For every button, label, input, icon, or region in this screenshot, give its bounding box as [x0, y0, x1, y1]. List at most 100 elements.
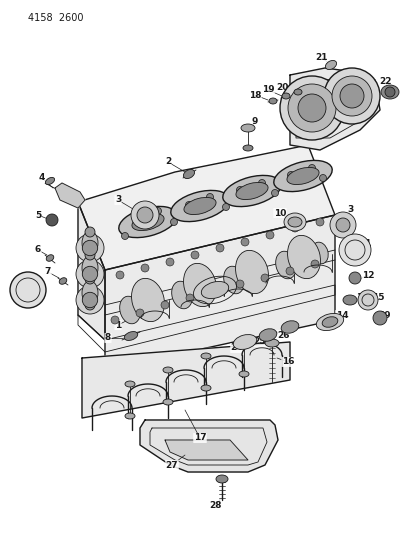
Ellipse shape: [125, 413, 135, 419]
Ellipse shape: [163, 367, 173, 373]
Circle shape: [340, 84, 364, 108]
Ellipse shape: [288, 236, 320, 279]
Ellipse shape: [312, 242, 328, 264]
Polygon shape: [55, 183, 85, 208]
Text: 9: 9: [252, 117, 258, 126]
Text: 3: 3: [115, 196, 121, 205]
Text: 23: 23: [196, 278, 208, 287]
Text: 11: 11: [359, 239, 371, 248]
Ellipse shape: [236, 182, 268, 199]
Ellipse shape: [284, 213, 306, 231]
Circle shape: [339, 234, 371, 266]
Text: 2: 2: [165, 157, 171, 166]
Ellipse shape: [288, 217, 302, 227]
Text: 27: 27: [166, 461, 178, 470]
Ellipse shape: [184, 263, 217, 306]
Ellipse shape: [269, 98, 277, 104]
Ellipse shape: [82, 231, 98, 255]
Circle shape: [76, 234, 104, 262]
Ellipse shape: [343, 295, 357, 305]
Ellipse shape: [163, 399, 173, 405]
Text: 8: 8: [105, 334, 111, 343]
Ellipse shape: [59, 278, 67, 284]
Text: 4: 4: [39, 174, 45, 182]
Circle shape: [298, 94, 326, 122]
Ellipse shape: [239, 339, 249, 345]
Circle shape: [141, 264, 149, 272]
Circle shape: [373, 311, 387, 325]
Ellipse shape: [201, 353, 211, 359]
Circle shape: [266, 231, 274, 239]
Ellipse shape: [265, 339, 279, 347]
Ellipse shape: [281, 321, 299, 333]
Circle shape: [280, 76, 344, 140]
Polygon shape: [165, 440, 248, 460]
Circle shape: [186, 294, 194, 302]
Ellipse shape: [120, 296, 140, 324]
Text: 12: 12: [362, 271, 374, 279]
Text: 18: 18: [249, 91, 261, 100]
Ellipse shape: [241, 124, 255, 132]
Circle shape: [116, 271, 124, 279]
Text: 21: 21: [316, 53, 328, 62]
Polygon shape: [78, 202, 105, 340]
Circle shape: [216, 244, 224, 252]
Circle shape: [332, 76, 372, 116]
Circle shape: [237, 187, 244, 193]
Circle shape: [82, 266, 98, 282]
Text: 19: 19: [262, 85, 274, 94]
Circle shape: [76, 260, 104, 288]
Ellipse shape: [46, 255, 54, 261]
Circle shape: [161, 301, 169, 309]
Text: 14: 14: [336, 311, 348, 319]
Ellipse shape: [131, 278, 164, 321]
Ellipse shape: [171, 190, 229, 222]
Circle shape: [308, 165, 315, 172]
Ellipse shape: [223, 175, 281, 207]
Ellipse shape: [82, 281, 98, 305]
Text: 3: 3: [347, 206, 353, 214]
Text: 13: 13: [356, 294, 368, 303]
Circle shape: [85, 300, 95, 310]
Text: 29: 29: [379, 311, 391, 319]
Circle shape: [46, 214, 58, 226]
Circle shape: [319, 174, 326, 182]
Circle shape: [336, 218, 350, 232]
Circle shape: [211, 287, 219, 295]
Ellipse shape: [294, 89, 302, 95]
Text: 6: 6: [35, 246, 41, 254]
Circle shape: [236, 280, 244, 288]
Polygon shape: [105, 215, 335, 370]
Circle shape: [330, 212, 356, 238]
Ellipse shape: [235, 251, 268, 294]
Ellipse shape: [233, 335, 257, 350]
Text: 26: 26: [277, 330, 289, 340]
Text: 16: 16: [282, 358, 294, 367]
Polygon shape: [78, 145, 335, 270]
Text: 22: 22: [379, 77, 391, 86]
Circle shape: [137, 207, 153, 223]
Circle shape: [171, 219, 177, 225]
Circle shape: [131, 201, 159, 229]
Circle shape: [291, 224, 299, 232]
Text: 1: 1: [115, 320, 121, 329]
Text: 28: 28: [209, 500, 221, 510]
Ellipse shape: [316, 313, 344, 330]
Ellipse shape: [184, 197, 216, 215]
Circle shape: [136, 309, 144, 317]
Circle shape: [76, 286, 104, 314]
Ellipse shape: [201, 385, 211, 391]
Text: 17: 17: [194, 433, 206, 442]
Ellipse shape: [184, 169, 195, 179]
Circle shape: [82, 292, 98, 308]
Circle shape: [358, 290, 378, 310]
Circle shape: [186, 201, 193, 208]
Circle shape: [166, 258, 174, 266]
Circle shape: [191, 251, 199, 259]
Text: 7: 7: [45, 268, 51, 277]
Circle shape: [241, 238, 249, 246]
Circle shape: [311, 260, 319, 268]
Ellipse shape: [326, 60, 337, 70]
Polygon shape: [140, 420, 278, 472]
Ellipse shape: [132, 213, 164, 231]
